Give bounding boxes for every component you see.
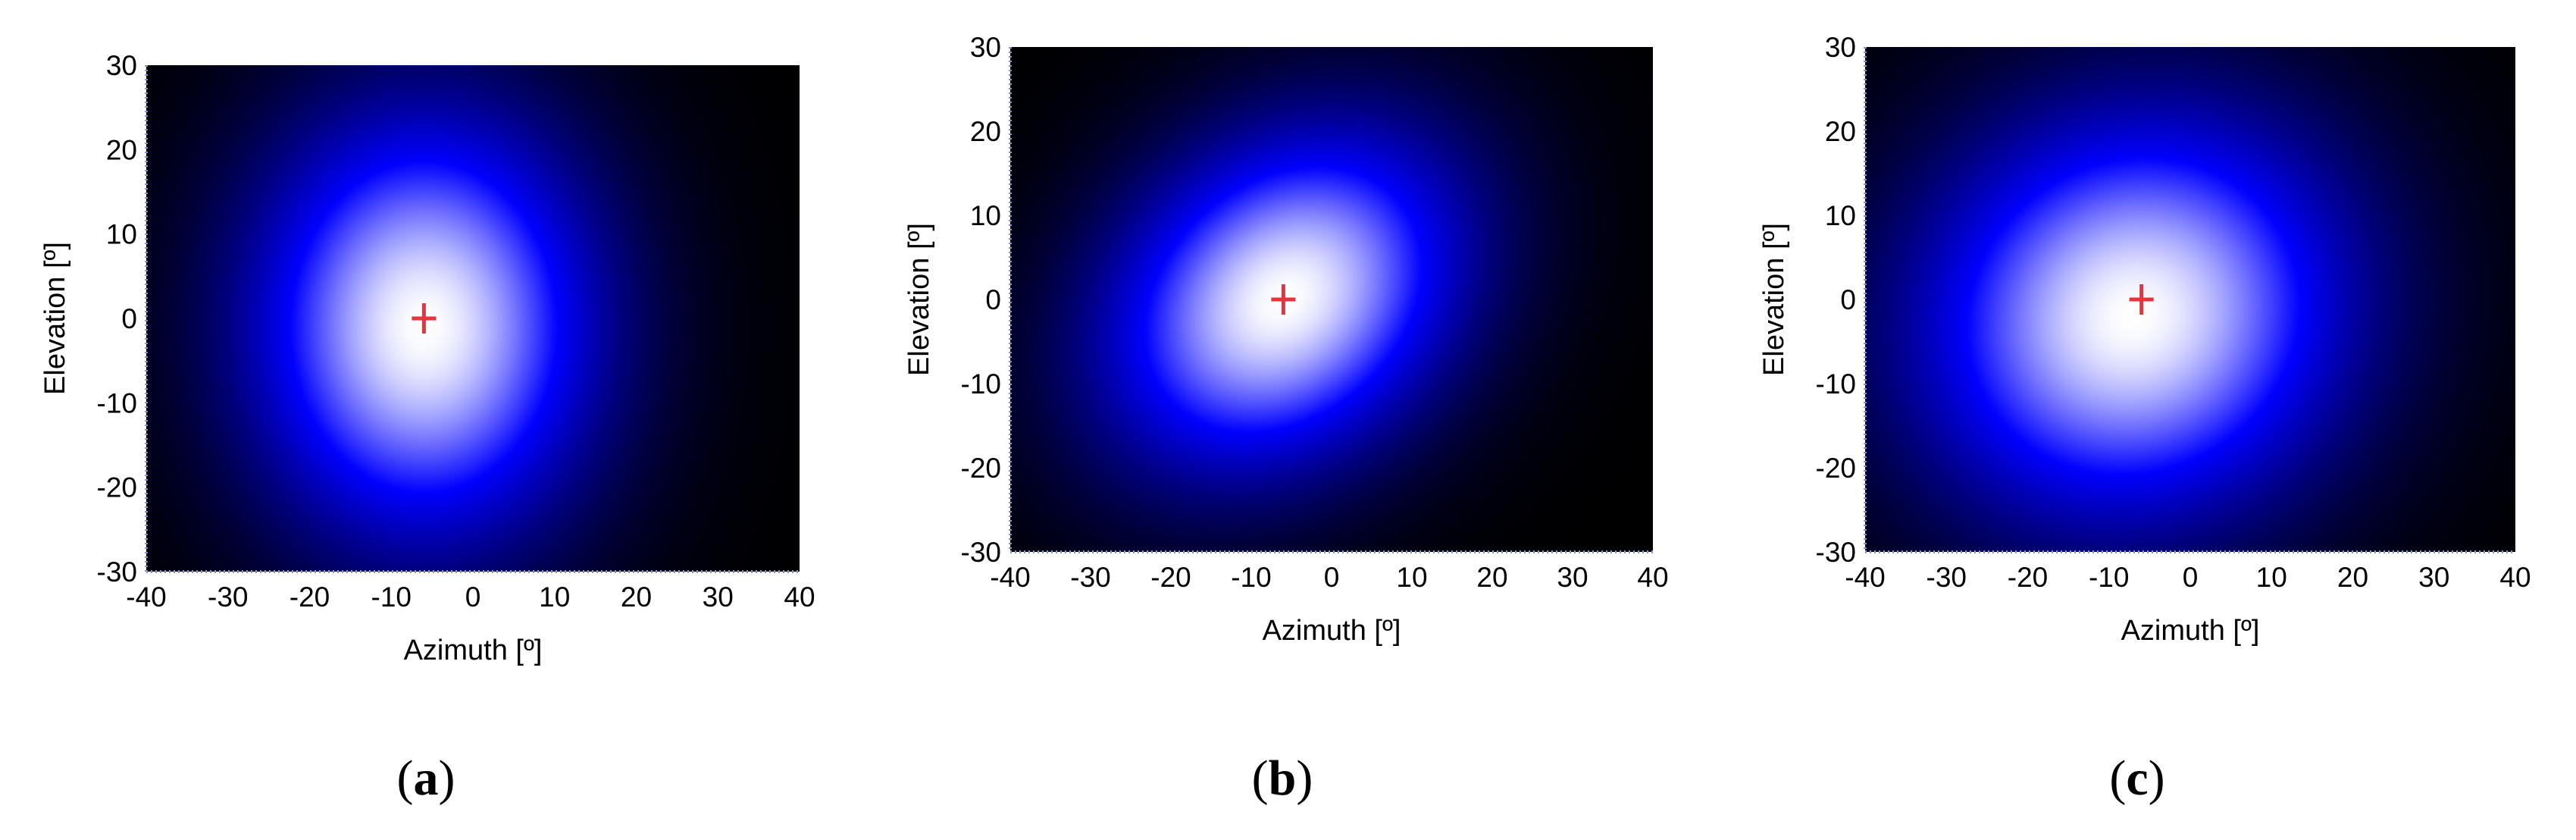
panel-c: -40 -30 -20 -10 0 10 20 30 40-30-20-100102030Azi…: [1758, 32, 2531, 647]
x-tick-label: 10: [2256, 562, 2287, 593]
heatmap-raster: [146, 65, 800, 572]
y-tick-label: -10: [97, 387, 137, 418]
y-tick-label: -30: [961, 537, 1001, 568]
y-tick-label: 0: [121, 303, 137, 334]
y-tick-label: 30: [1825, 32, 1856, 63]
x-tick-label: 10: [539, 581, 570, 613]
y-tick-label: 20: [970, 116, 1001, 147]
x-tick-label: -20: [1150, 562, 1191, 593]
peak-marker: [1271, 284, 1296, 315]
x-tick-label: 0: [2183, 562, 2199, 593]
panel-label-a: (a): [397, 751, 455, 806]
x-tick-label: 0: [465, 581, 481, 613]
y-tick-label: 30: [106, 50, 137, 81]
panel-a: -40 -30 -20 -10 0 10 20 30 40-30-20-100102030Azi…: [39, 50, 815, 666]
x-tick-label: -10: [2089, 562, 2129, 593]
panel-label-b: (b): [1252, 751, 1313, 806]
y-axis-title: Elevation [º]: [1758, 223, 1790, 376]
heatmap-raster: [1865, 47, 2515, 552]
y-tick-label: -30: [97, 556, 137, 588]
x-tick-label: 30: [2418, 562, 2449, 593]
x-tick-label: 40: [2499, 562, 2531, 593]
x-tick-label: -10: [1231, 562, 1271, 593]
y-tick-label: -10: [961, 368, 1001, 400]
y-tick-label: -20: [97, 472, 137, 503]
x-tick-label: -20: [2008, 562, 2048, 593]
y-tick-label: 10: [970, 200, 1001, 231]
x-tick-label: -30: [1927, 562, 1967, 593]
y-tick-label: 10: [1825, 200, 1856, 231]
x-tick-label: -40: [1845, 562, 1885, 593]
x-tick-label: -40: [126, 581, 166, 613]
y-tick-label: 30: [970, 32, 1001, 63]
x-tick-label: 10: [1396, 562, 1427, 593]
y-tick-label: -30: [1816, 537, 1856, 568]
x-tick-label: -30: [1070, 562, 1110, 593]
x-axis-title: Azimuth [º]: [1263, 615, 1401, 647]
y-tick-label: -10: [1816, 368, 1856, 400]
heatmap-raster: [1010, 47, 1653, 552]
y-tick-label: 20: [106, 134, 137, 165]
y-axis-title: Elevation [º]: [39, 242, 71, 395]
x-tick-label: 20: [621, 581, 652, 613]
peak-marker: [412, 303, 437, 334]
x-tick-label: 30: [703, 581, 734, 613]
x-axis-title: Azimuth [º]: [2121, 615, 2260, 647]
x-tick-label: 40: [1637, 562, 1668, 593]
x-tick-label: -30: [208, 581, 248, 613]
y-tick-label: -20: [1816, 453, 1856, 484]
x-tick-label: 20: [1476, 562, 1507, 593]
x-tick-label: 20: [2337, 562, 2368, 593]
y-tick-label: 10: [106, 219, 137, 250]
y-axis-title: Elevation [º]: [903, 223, 935, 376]
y-tick-label: 0: [1840, 284, 1856, 315]
peak-marker: [2129, 284, 2154, 315]
x-tick-label: 0: [1324, 562, 1340, 593]
panel-b: -40 -30 -20 -10 0 10 20 30 40-30-20-100102030Azi…: [903, 32, 1669, 647]
x-tick-label: -40: [990, 562, 1030, 593]
x-tick-label: 30: [1557, 562, 1588, 593]
y-tick-label: 0: [985, 284, 1001, 315]
x-tick-label: 40: [784, 581, 815, 613]
x-tick-label: -10: [371, 581, 412, 613]
y-tick-label: -20: [961, 453, 1001, 484]
x-tick-label: -20: [290, 581, 330, 613]
panel-label-c: (c): [2109, 751, 2164, 806]
x-axis-title: Azimuth [º]: [404, 635, 543, 666]
y-tick-label: 20: [1825, 116, 1856, 147]
